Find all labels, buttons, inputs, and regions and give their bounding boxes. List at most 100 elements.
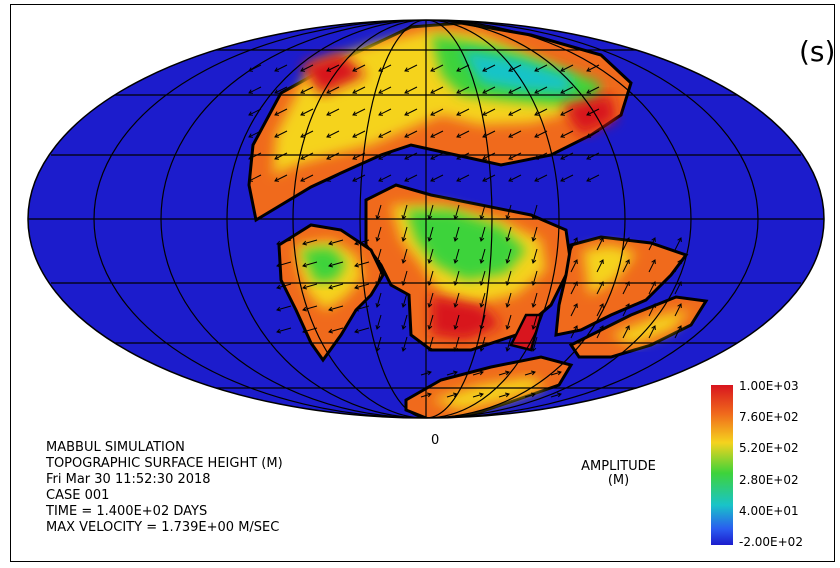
velocity-arrow-head bbox=[248, 67, 254, 72]
colorbar bbox=[711, 385, 733, 545]
velocity-arrow-head bbox=[302, 284, 307, 290]
velocity-arrow-head bbox=[276, 262, 281, 268]
info-line: MABBUL SIMULATION bbox=[46, 440, 185, 455]
velocity-arrow bbox=[354, 283, 370, 289]
velocity-arrow bbox=[456, 130, 470, 138]
velocity-arrow-head bbox=[482, 67, 488, 72]
velocity-arrow-head bbox=[651, 259, 656, 265]
velocity-arrow bbox=[570, 325, 578, 339]
velocity-arrow-head bbox=[352, 177, 358, 182]
velocity-arrow-head bbox=[427, 259, 433, 264]
graticule bbox=[28, 20, 824, 418]
velocity-arrows bbox=[248, 64, 682, 398]
velocity-arrow bbox=[674, 281, 682, 295]
velocity-arrow-head bbox=[274, 155, 280, 160]
info-line: Fri Mar 30 11:52:30 2018 bbox=[46, 472, 211, 487]
velocity-arrow-head bbox=[505, 215, 511, 220]
velocity-arrow-head bbox=[586, 155, 592, 160]
amplitude-label: AMPLITUDE (M) bbox=[571, 460, 666, 488]
velocity-arrow-head bbox=[274, 133, 280, 138]
velocity-arrow-head bbox=[482, 133, 488, 138]
velocity-arrow bbox=[532, 270, 538, 286]
velocity-arrow-head bbox=[354, 328, 359, 334]
map-outline bbox=[27, 19, 825, 419]
velocity-arrow bbox=[352, 130, 366, 138]
figure-frame: (s) 0 MABBUL SIMULATION TOPOGRAPHIC SURF… bbox=[10, 4, 835, 562]
velocity-arrow bbox=[402, 204, 408, 220]
velocity-arrow-head bbox=[599, 237, 604, 243]
velocity-arrow-head bbox=[505, 237, 511, 242]
velocity-arrow bbox=[480, 314, 486, 330]
velocity-arrow bbox=[352, 108, 366, 116]
velocity-arrow bbox=[326, 86, 340, 94]
velocity-arrow-head bbox=[560, 67, 566, 72]
velocity-arrow bbox=[498, 393, 510, 398]
velocity-arrow-head bbox=[427, 370, 432, 376]
velocity-arrow bbox=[508, 130, 522, 138]
velocity-arrow-head bbox=[505, 347, 511, 352]
velocity-arrow-head bbox=[378, 67, 384, 72]
velocity-arrow bbox=[404, 86, 418, 94]
velocity-arrow-head bbox=[328, 328, 333, 334]
velocity-arrow bbox=[560, 130, 574, 138]
velocity-arrow-head bbox=[453, 325, 459, 330]
velocity-arrow-head bbox=[427, 347, 433, 352]
velocity-arrow-head bbox=[326, 67, 332, 72]
velocity-arrow bbox=[454, 270, 460, 286]
velocity-arrow bbox=[328, 327, 344, 333]
velocity-arrow-head bbox=[378, 155, 384, 160]
velocity-arrow bbox=[428, 226, 434, 242]
velocity-arrow-head bbox=[586, 177, 592, 182]
velocity-arrow bbox=[480, 292, 486, 308]
velocity-arrow-head bbox=[326, 177, 332, 182]
velocity-arrow bbox=[586, 108, 600, 116]
velocity-arrow bbox=[596, 303, 604, 317]
velocity-arrow-head bbox=[276, 284, 281, 290]
velocity-arrow bbox=[276, 327, 292, 333]
velocity-arrow-head bbox=[482, 89, 488, 94]
velocity-arrow bbox=[648, 237, 656, 251]
velocity-arrow bbox=[402, 292, 408, 308]
velocity-arrow-head bbox=[326, 155, 332, 160]
velocity-arrow-head bbox=[352, 155, 358, 160]
velocity-arrow bbox=[402, 336, 408, 352]
velocity-arrow bbox=[274, 174, 288, 182]
velocity-arrow-head bbox=[375, 237, 381, 242]
velocity-arrow-head bbox=[531, 370, 536, 376]
velocity-arrow bbox=[248, 174, 262, 182]
velocity-arrow-head bbox=[625, 325, 630, 331]
velocity-arrow bbox=[402, 226, 408, 242]
velocity-arrow-head bbox=[401, 215, 407, 220]
velocity-arrow-head bbox=[302, 328, 307, 334]
velocity-arrow bbox=[532, 336, 538, 352]
velocity-arrow bbox=[276, 261, 292, 267]
velocity-arrow bbox=[508, 64, 522, 72]
velocity-arrow bbox=[378, 152, 392, 160]
velocity-arrow bbox=[534, 174, 548, 182]
velocity-arrow-head bbox=[651, 303, 656, 309]
velocity-arrow-head bbox=[354, 240, 359, 246]
velocity-arrow bbox=[378, 64, 392, 72]
velocity-arrow-head bbox=[401, 281, 407, 286]
velocity-arrow-head bbox=[677, 281, 682, 287]
velocity-arrow bbox=[482, 108, 496, 116]
velocity-arrow bbox=[326, 108, 340, 116]
velocity-arrow bbox=[648, 325, 656, 339]
simulation-info: MABBUL SIMULATION TOPOGRAPHIC SURFACE HE… bbox=[46, 440, 283, 536]
info-line: MAX VELOCITY = 1.739E+00 M/SEC bbox=[46, 520, 280, 535]
velocity-arrow-head bbox=[456, 89, 462, 94]
velocity-arrow-head bbox=[651, 281, 656, 287]
velocity-arrow bbox=[276, 283, 292, 289]
velocity-arrow-head bbox=[453, 215, 459, 220]
velocity-arrow bbox=[534, 108, 548, 116]
velocity-arrow-head bbox=[557, 392, 562, 398]
velocity-arrow bbox=[560, 108, 574, 116]
velocity-arrow bbox=[674, 325, 682, 339]
velocity-arrow bbox=[586, 130, 600, 138]
velocity-arrow bbox=[300, 108, 314, 116]
velocity-arrow-head bbox=[651, 237, 656, 243]
velocity-arrow-head bbox=[375, 347, 381, 352]
velocity-arrow bbox=[550, 393, 562, 398]
velocity-arrow-head bbox=[300, 111, 306, 116]
velocity-arrow-head bbox=[573, 325, 578, 331]
